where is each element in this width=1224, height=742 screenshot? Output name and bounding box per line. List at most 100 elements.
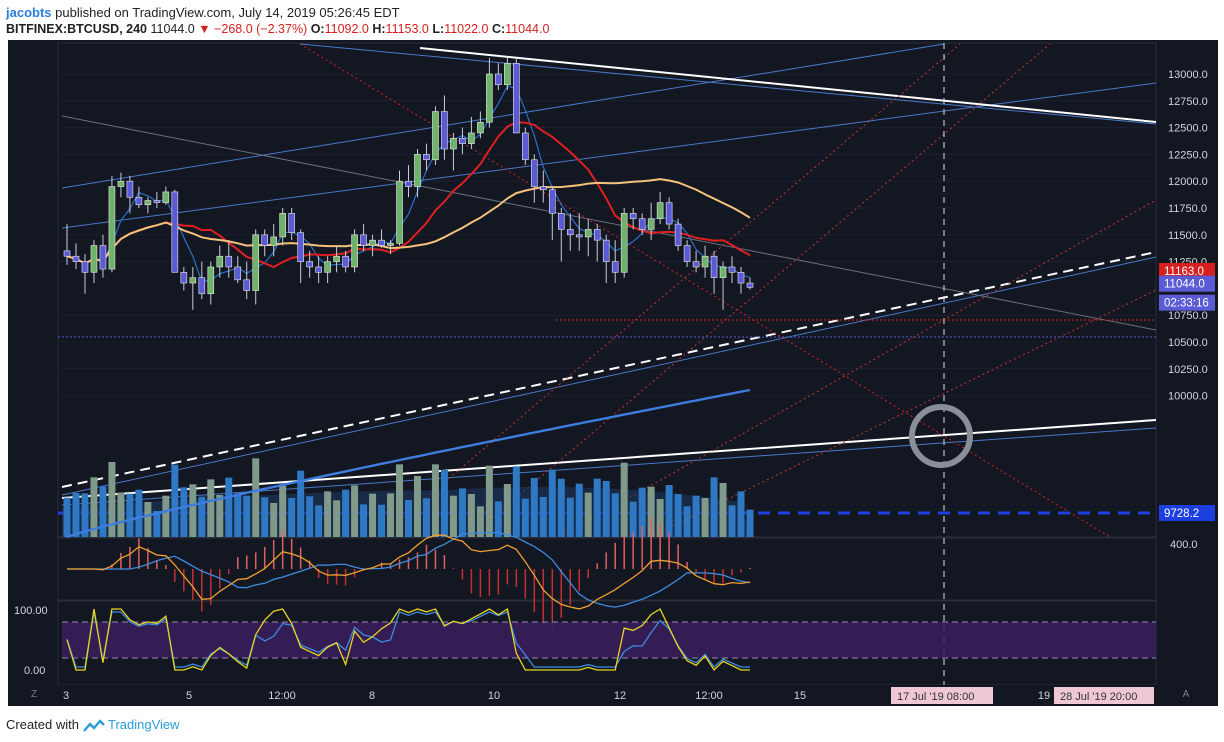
volume-bar [99,486,107,537]
candle-up [324,261,331,273]
candlesticks[interactable] [63,57,754,310]
candle-up [450,138,457,150]
price-tick-label: 10750.0 [1168,310,1208,322]
volume-bar [602,481,610,537]
candle-up [90,245,98,273]
candle-up [369,239,376,246]
candle-up [414,154,421,187]
volume-bar [503,484,511,537]
last-price: 11044.0 [150,22,195,36]
price-tick-label: 12500.0 [1168,123,1208,135]
candle-down [63,250,71,257]
volume-bar [593,478,601,537]
volume-bar [494,501,502,537]
published-text: published on TradingView.com, July 14, 2… [55,5,400,20]
volume-bar [422,498,430,537]
volume-bar [315,505,323,537]
candle-up [252,234,260,291]
candle-up [207,266,215,295]
stoch-band [62,622,1156,658]
volume-bar [63,497,71,537]
low-label: L: [432,22,445,36]
volume-bar [378,504,386,537]
volume-bar [207,479,215,537]
ma-blue-line [66,388,751,539]
tradingview-brand[interactable]: TradingView [108,717,180,732]
volume-bar [135,489,143,537]
candle-down [297,232,304,262]
volume-bar [566,497,574,537]
last-price-label-bg [1159,275,1215,292]
volume-bar [324,491,332,537]
ma-orange-line [66,178,751,265]
volume-bar [216,495,224,537]
ma-fast-line [66,85,751,283]
price-change: −268.0 (−2.37%) [214,22,308,36]
time-tick-label: 12:00 [268,690,296,702]
chart-canvas[interactable]: 13000.0 12750.0 12500.0 12250.0 12000.0 11750… [0,40,1224,706]
volume-bar [270,503,278,537]
candle-down [180,272,188,284]
candle-up [162,191,170,203]
candle-down [531,159,538,187]
candle-up [486,73,493,123]
time-highlight-bg [1054,687,1154,704]
price-tick-label: 11750.0 [1168,203,1207,215]
candle-down [288,213,295,233]
candle-down [557,213,565,230]
volume-bar [360,504,368,537]
candle-down [135,196,143,206]
volume-bar [162,495,170,537]
volume-bars [62,458,754,537]
volume-bar [306,496,314,537]
close-label: C: [491,22,506,36]
volume-bar [539,497,547,537]
volume-bar [701,498,709,537]
candle-up [504,62,511,86]
candle-down [638,218,646,230]
time-highlight-bg [891,687,993,704]
time-tick-label: 15 [794,690,806,702]
volume-bar [279,485,287,537]
zoom-icon: Z [31,689,37,700]
volume-bar [431,464,439,537]
volume-bar [665,485,673,537]
candle-down [441,111,448,150]
volume-bar [171,464,179,537]
publisher-line: jacobts published on TradingView.com, Ju… [6,5,400,20]
macd-signal-line [67,531,751,608]
price-axis[interactable]: 13000.0 12750.0 12500.0 12250.0 12000.0 11750… [14,40,1218,706]
candle-down [548,189,556,214]
macd-indicator [67,517,751,628]
time-tick-label: 5 [186,690,192,702]
volume-bar [620,462,628,537]
chart-header: jacobts published on TradingView.com, Ju… [0,0,1224,40]
symbol-line: BITFINEX:BTCUSD, 240 11044.0 ▼ −268.0 (−… [6,22,549,36]
volume-axis-label: 400.0 [1170,539,1198,551]
candle-up [351,234,358,268]
stoch-0-label: 0.00 [24,665,45,677]
volume-bar [746,509,754,537]
time-tick-label: 12 [614,690,626,702]
candle-down [81,261,89,273]
time-axis[interactable]: 3 5 12:00 8 10 12 12:00 15 19 17 Jul '19 08:00 28 … [8,685,1218,706]
volume-bar [467,494,475,537]
candle-up [108,186,116,270]
time-tick-label: 10 [488,690,500,702]
countdown-label-bg [1159,294,1215,311]
volume-bar [656,499,664,537]
volume-bar [342,489,350,537]
trendline-drawings[interactable] [58,43,1157,685]
price-tick-label: 11500.0 [1168,230,1207,242]
candle-down [611,261,619,273]
candle-down [710,255,718,278]
candle-down [72,255,80,262]
volume-bar [108,462,116,537]
close-value: 11044.0 [505,22,550,36]
time-tick-label: 8 [369,690,375,702]
candle-down [593,229,601,241]
author-link[interactable]: jacobts [6,5,52,20]
last-price-label: 11044.0 [1164,279,1205,291]
volume-bar [252,458,260,537]
volume-bar [144,502,152,537]
